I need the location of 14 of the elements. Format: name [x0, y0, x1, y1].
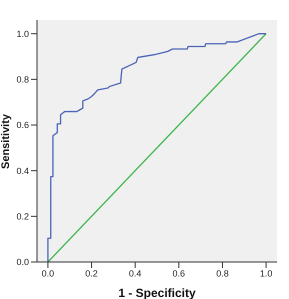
y-tick-label: 0.6 — [16, 120, 29, 130]
y-axis-title: Sensitivity — [0, 113, 12, 169]
line-series — [47, 33, 267, 262]
x-tick-label: 0.2 — [85, 268, 98, 278]
x-tick-label: 0.6 — [172, 268, 186, 278]
y-tick-label: 0.0 — [16, 257, 29, 268]
x-tick-label: 0.4 — [128, 268, 142, 278]
y-tick-label: 0.8 — [16, 74, 29, 85]
x-tick-label: 0.8 — [216, 268, 229, 278]
x-tick-label: 1.0 — [260, 268, 272, 278]
y-tick-label: 0.2 — [16, 212, 29, 222]
y-tick-label: 0.4 — [16, 166, 29, 176]
x-tick-label: 0.0 — [42, 268, 54, 278]
y-tick-label: 1.0 — [16, 28, 29, 39]
